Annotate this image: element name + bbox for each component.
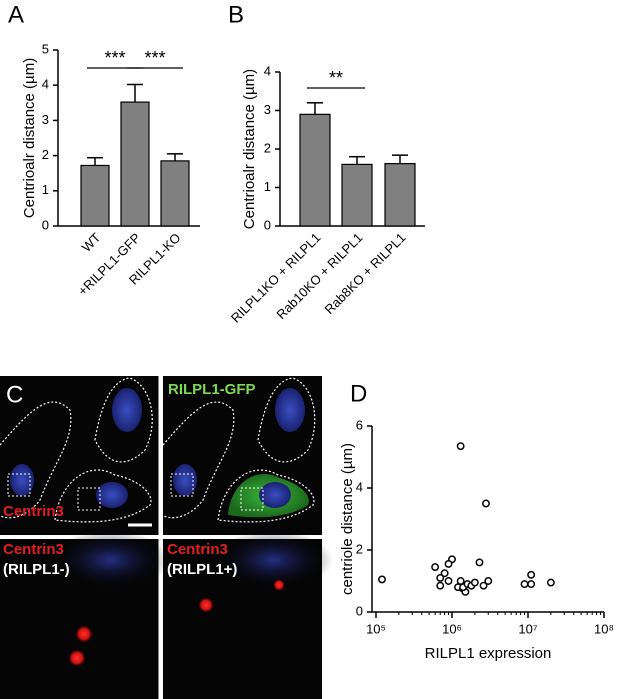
y-tick-label: 2 [356,541,363,556]
y-tick-label: 3 [264,102,271,117]
micrographs [0,376,333,699]
image-title: Centrin3 [167,541,228,558]
point [484,577,493,585]
point [546,578,555,587]
bar [384,163,416,227]
panel-label: C [6,381,23,408]
y-tick-label: 0 [42,217,49,232]
y-tick-label: 6 [356,417,363,432]
y-tick-label: 4 [42,77,49,92]
bar [299,113,331,227]
y-tick-label: 1 [264,179,271,194]
x-axis-label: RILPL1 expression [425,645,552,662]
x-tick-label: 10⁵ [366,621,386,636]
y-tick-label: 0 [356,603,363,618]
image-title: RILPL1-GFP [168,381,256,398]
point [444,560,453,568]
point [527,580,536,589]
point [378,575,386,584]
y-tick-label: 3 [42,112,49,127]
bar [160,160,190,227]
point [479,581,488,590]
point [436,581,445,590]
image-title: Centrin3 [3,541,64,558]
point [456,577,465,585]
panel-label: A [8,1,24,28]
y-tick-label: 1 [42,182,49,197]
significance-label: *** [144,48,165,68]
x-tick-label: 10⁶ [442,621,462,636]
point [456,442,465,451]
panel-label: B [228,1,244,28]
point [527,570,536,579]
point [440,569,449,578]
y-axis-label: Centrioalr distance (µm) [21,58,38,218]
y-tick-label: 4 [264,63,271,78]
point [431,563,440,571]
point [475,558,484,567]
x-tick-label: Rab8KO + RILPL1 [322,230,409,317]
x-tick-label: WT [79,230,104,255]
image-title: Centrin3 [3,503,64,520]
point [482,499,490,508]
point [436,573,445,582]
outlines [0,377,316,523]
y-axis-label: Centrioalr distance (µm) [241,69,258,229]
significance-label: *** [104,48,125,68]
y-tick-label: 4 [356,479,363,494]
y-tick-label: 2 [42,147,49,162]
y-tick-label: 2 [264,140,271,155]
y-axis-label: centriole distance (µm) [339,443,356,595]
x-tick-label: 10⁷ [518,621,537,636]
significance-label: ** [329,68,343,88]
point [470,578,479,587]
bar [80,164,110,227]
point [520,580,529,589]
image-title: (RILPL1+) [167,561,237,578]
bar [341,163,373,227]
bar [120,101,150,227]
y-tick-label: 5 [42,41,49,56]
point [444,577,453,585]
x-tick-label: 10⁸ [594,621,614,636]
y-tick-label: 0 [264,217,271,232]
image-title: (RILPL1-) [3,561,70,578]
panel-label: D [350,380,367,407]
